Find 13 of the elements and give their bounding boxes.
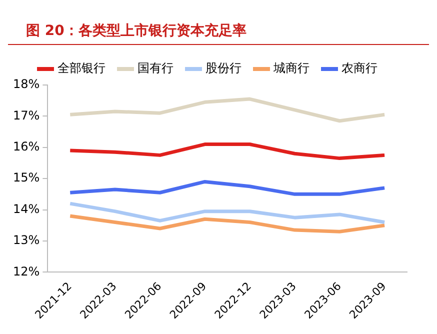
legend-label: 国有行 [138,61,174,76]
legend-label: 全部银行 [58,61,106,76]
y-tick-label: 14% [13,202,40,216]
y-tick-label: 16% [13,140,40,154]
legend-label: 城商行 [272,61,310,76]
legend-label: 股份行 [206,61,242,76]
y-tick-label: 15% [13,170,40,185]
y-tick-label: 18% [13,77,40,92]
y-tick-label: 12% [13,264,40,278]
legend-label: 农商行 [342,61,378,76]
y-tick-label: 17% [13,108,40,122]
chart-title: 图 20：各类型上市银行资本充足率 [8,0,429,45]
y-tick-label: 13% [13,233,40,248]
